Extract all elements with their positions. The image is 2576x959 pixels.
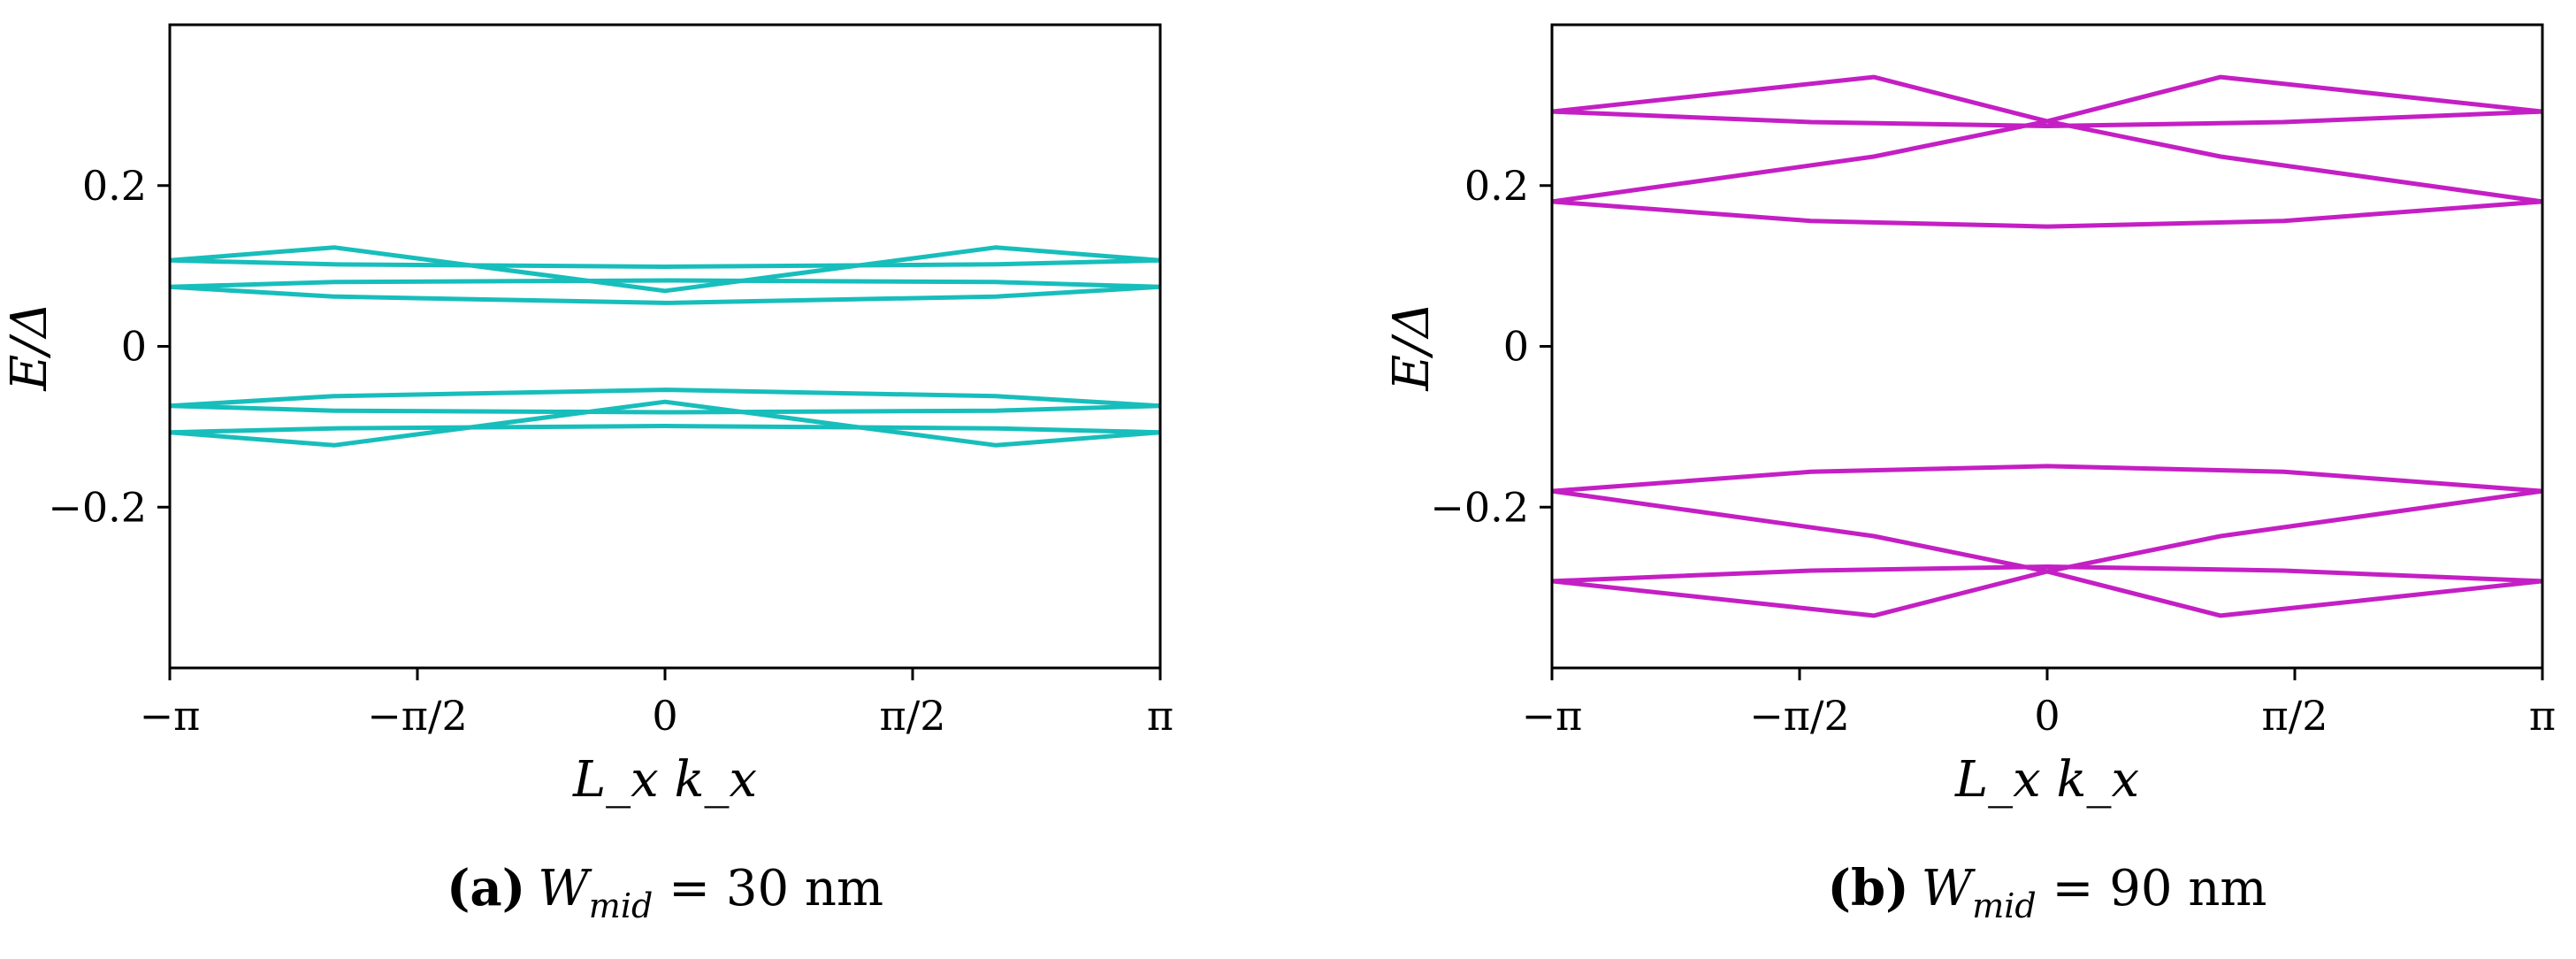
series-line-band-4 [1551,199,2543,229]
caption-symbol: W [1922,860,1976,917]
caption-tag: (a) [447,859,525,917]
series-line-band-2 [1551,109,2543,128]
x-tick-label: π/2 [2262,692,2328,740]
x-tick-label: −π [1522,692,1583,740]
series-line-band-6 [1551,564,2543,584]
caption-equals: = 30 nm [653,860,883,917]
series-line-band-5 [169,399,1161,448]
x-axis-title: L_x k_x [572,751,757,809]
chart-panel-b: −π −π/2 0 π/2 π −0.2 0 0.2 L_x k_x E/Δ (b) Wmid = 9… [1383,23,2556,925]
caption-subscript: mid [1972,886,2037,925]
y-tick-label: 0 [1503,323,1529,371]
caption-tag: (b) [1828,859,1909,917]
x-tick-label: π [2529,692,2556,740]
caption-subscript: mid [589,886,654,925]
plot-frame [168,23,1162,670]
caption: (b) Wmid = 90 nm [1828,859,2267,925]
y-tick-label: 0 [121,323,147,371]
series-line-band-6 [169,424,1161,435]
x-tick-label: −π/2 [1749,692,1850,740]
y-axis-title: E/Δ [1383,302,1441,391]
chart-panel-a: −π −π/2 0 π/2 π −0.2 0 0.2 L_x k_x E/Δ (a) Wmid = 3… [1,23,1173,925]
series-line-band-2 [169,257,1161,269]
y-axis-title: E/Δ [1,302,58,391]
y-tick-label: −0.2 [48,483,147,531]
series-line-band-7 [1551,488,2543,574]
caption-equals: = 90 nm [2037,860,2267,917]
series-line-band-1 [169,245,1161,294]
x-tick-label: 0 [652,692,677,740]
series-line-band-4 [169,284,1161,305]
y-tick-label: 0.2 [1464,162,1529,210]
series-line-band-8 [169,387,1161,409]
caption: (a) Wmid = 30 nm [447,859,883,925]
series-line-band-7 [169,403,1161,415]
x-tick-label: −π [140,692,201,740]
x-tick-label: π/2 [880,692,946,740]
x-tick-label: −π/2 [367,692,468,740]
x-tick-label: π [1147,692,1173,740]
x-axis-title: L_x k_x [1954,751,2139,809]
caption-symbol: W [538,860,592,917]
series-line-band-5 [1551,569,2543,618]
series-line-band-3 [169,278,1161,289]
series-line-band-3 [1551,119,2543,204]
x-tick-label: 0 [2034,692,2060,740]
series-line-band-8 [1551,464,2543,494]
y-tick-label: −0.2 [1430,483,1529,531]
series-line-band-1 [1551,74,2543,124]
y-tick-label: 0.2 [82,162,147,210]
